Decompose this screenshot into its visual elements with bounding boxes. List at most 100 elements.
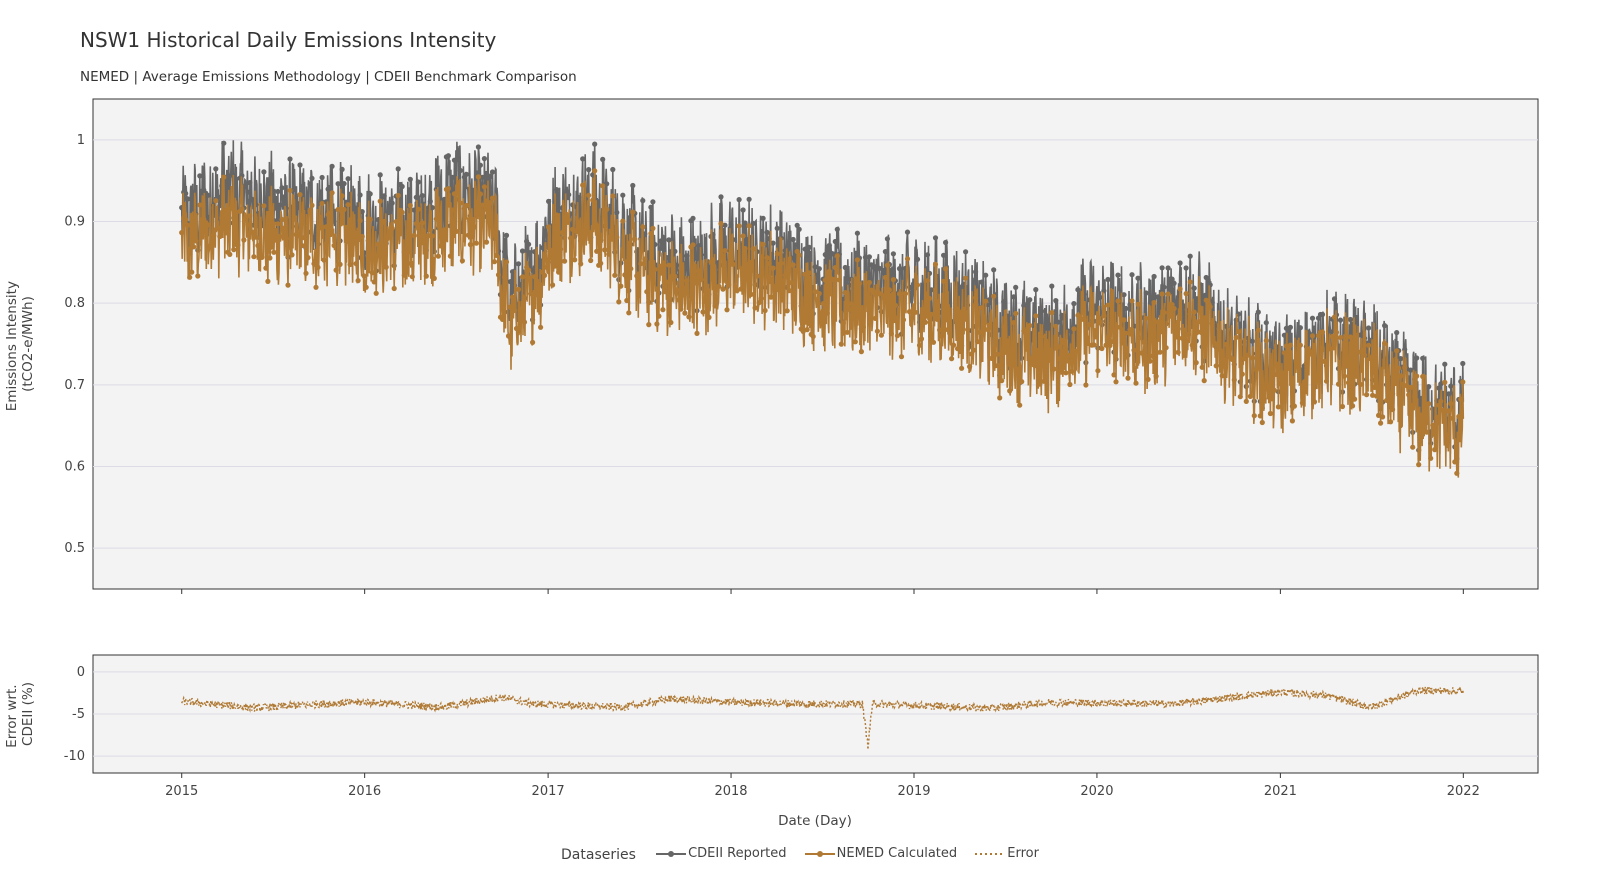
cdeii-point — [794, 222, 800, 228]
nemed-point — [834, 253, 840, 259]
nemed-point — [1319, 329, 1326, 335]
nemed-point — [1187, 279, 1193, 285]
nemed-point — [722, 248, 728, 254]
nemed-point — [1269, 374, 1275, 381]
nemed-point — [1418, 432, 1424, 438]
cdeii-point — [503, 232, 510, 238]
nemed-point — [445, 186, 451, 192]
cdeii-point — [1121, 292, 1127, 298]
nemed-point — [1149, 353, 1155, 359]
nemed-point — [1207, 304, 1213, 310]
top-y-tick-label: 0.6 — [64, 460, 85, 475]
nemed-point — [1175, 349, 1181, 355]
cdeii-point — [882, 249, 889, 255]
nemed-point — [1035, 348, 1041, 354]
nemed-point — [475, 174, 481, 180]
cdeii-point — [381, 193, 387, 199]
nemed-point — [425, 233, 431, 239]
nemed-point — [239, 206, 245, 212]
nemed-point — [1145, 376, 1151, 382]
legend-item-error[interactable]: Error — [973, 846, 1039, 861]
cdeii-point — [932, 235, 939, 241]
cdeii-point — [790, 236, 796, 243]
cdeii-point — [580, 156, 586, 162]
nemed-point — [526, 267, 532, 273]
nemed-point — [253, 234, 259, 240]
cdeii-point — [740, 207, 746, 213]
nemed-point — [724, 307, 730, 313]
cdeii-point — [648, 204, 654, 210]
nemed-point — [401, 272, 407, 278]
cdeii-point — [1053, 298, 1059, 304]
nemed-point — [1265, 386, 1271, 392]
nemed-point — [544, 264, 550, 270]
nemed-point — [636, 272, 642, 278]
cdeii-point — [822, 252, 828, 258]
nemed-point — [1105, 302, 1111, 308]
nemed-point — [383, 264, 389, 270]
nemed-point — [1321, 358, 1328, 364]
nemed-point — [1163, 345, 1169, 351]
cdeii-point — [604, 181, 610, 187]
nemed-point — [249, 229, 255, 235]
nemed-point — [1063, 370, 1069, 376]
nemed-point — [989, 355, 995, 361]
nemed-point — [826, 268, 832, 275]
nemed-point — [864, 298, 871, 304]
cdeii-point — [1129, 272, 1135, 278]
nemed-point — [1384, 397, 1390, 403]
nemed-point — [1129, 298, 1135, 304]
nemed-point — [838, 341, 844, 347]
nemed-point — [1299, 400, 1305, 406]
legend-item-cdeii[interactable]: CDEII Reported — [654, 846, 787, 861]
cdeii-point — [1097, 294, 1103, 300]
nemed-point — [193, 238, 199, 244]
cdeii-point — [1426, 384, 1432, 390]
top-y-tick-label: 0.7 — [64, 378, 85, 393]
nemed-point — [916, 342, 923, 348]
nemed-point — [991, 293, 997, 299]
nemed-point — [429, 233, 435, 239]
nemed-point — [323, 224, 329, 230]
nemed-point — [367, 216, 373, 223]
nemed-point — [1085, 335, 1091, 341]
cdeii-point — [387, 206, 393, 212]
nemed-point — [600, 183, 606, 189]
nemed-point — [419, 220, 425, 226]
nemed-point — [878, 332, 885, 338]
nemed-calculated-line — [180, 170, 1465, 478]
nemed-point — [279, 216, 285, 223]
nemed-point — [1137, 335, 1143, 341]
nemed-point — [652, 266, 658, 272]
nemed-point — [750, 246, 756, 252]
nemed-point — [1368, 355, 1374, 361]
nemed-point — [1430, 422, 1436, 428]
cdeii-point — [243, 182, 249, 189]
nemed-point — [1161, 309, 1167, 316]
cdeii-point — [329, 163, 335, 169]
nemed-point — [770, 265, 776, 271]
nemed-point — [1221, 357, 1227, 363]
nemed-point — [1039, 334, 1045, 340]
nemed-point — [556, 269, 562, 275]
cdeii-point — [1309, 315, 1316, 321]
cdeii-point — [1366, 325, 1372, 331]
nemed-point — [694, 330, 700, 336]
cdeii-point — [1337, 317, 1344, 323]
nemed-point — [997, 395, 1003, 401]
nemed-point — [554, 212, 560, 218]
cdeii-point — [943, 239, 949, 246]
nemed-point — [1273, 371, 1279, 377]
nemed-point — [427, 227, 433, 233]
nemed-point — [521, 319, 528, 325]
nemed-point — [263, 265, 269, 271]
nemed-point — [1235, 329, 1241, 335]
nemed-point — [660, 307, 666, 313]
nemed-point — [259, 254, 265, 260]
legend-item-nemed[interactable]: NEMED Calculated — [803, 846, 957, 861]
cdeii-point — [445, 153, 451, 159]
cdeii-point — [1071, 301, 1077, 307]
nemed-point — [1013, 310, 1019, 317]
nemed-point — [1414, 373, 1420, 379]
nemed-point — [197, 202, 203, 208]
